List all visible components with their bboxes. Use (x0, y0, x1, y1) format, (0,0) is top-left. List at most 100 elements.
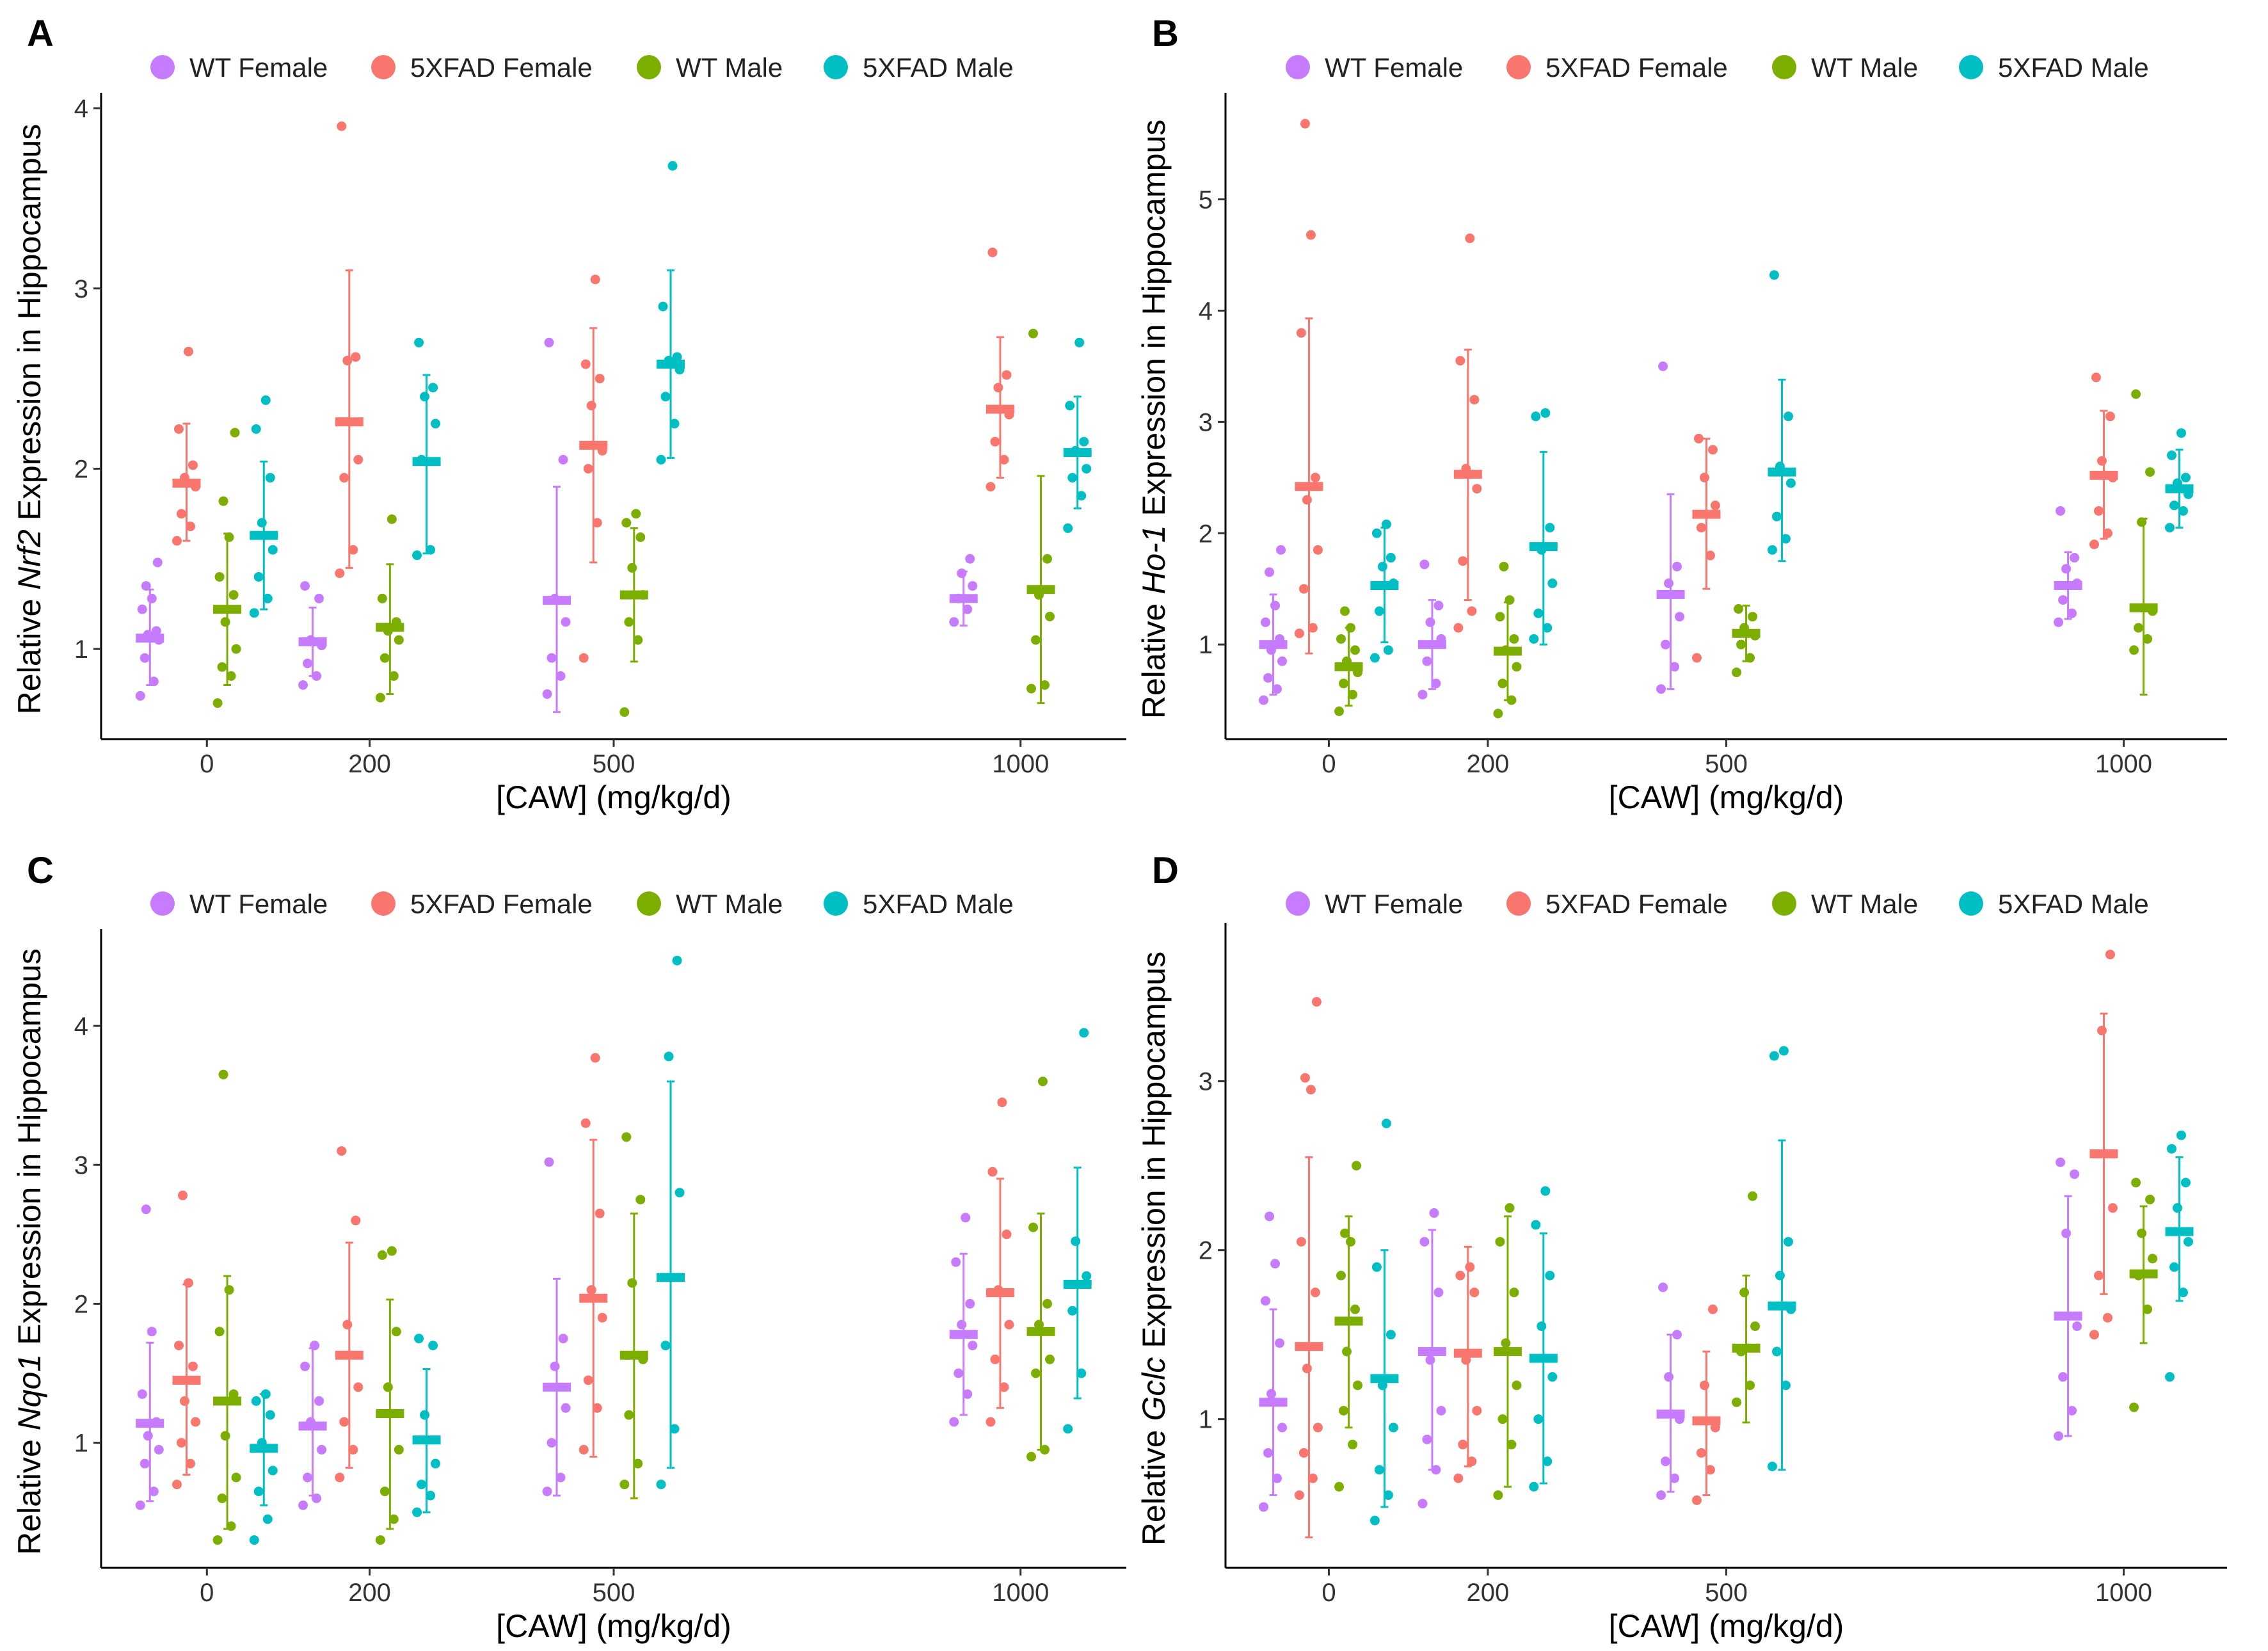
data-point (186, 1458, 195, 1469)
data-point (997, 1097, 1007, 1108)
series-wt-female (135, 1157, 978, 1510)
data-point (2072, 1321, 2082, 1331)
data-point (379, 653, 390, 663)
data-point (388, 1514, 399, 1524)
data-point (1734, 604, 1744, 614)
data-point (1506, 1439, 1517, 1449)
data-point (394, 635, 404, 645)
data-point (265, 1410, 275, 1420)
data-point (619, 1480, 630, 1490)
panel-A: A WT Female 5XFAD Female WT Male 5XFAD Male 1… (12, 13, 1126, 815)
data-point (1769, 270, 1779, 280)
data-point (2148, 1254, 2158, 1264)
data-point (949, 1417, 959, 1427)
x-tick-label: 500 (593, 1579, 635, 1607)
mean-bar (1295, 1342, 1323, 1352)
data-point (1542, 623, 1553, 633)
data-point (2176, 428, 2186, 438)
data-point (251, 1396, 261, 1406)
data-point (1705, 550, 1715, 561)
data-point (1469, 1288, 1480, 1298)
data-point (1433, 1288, 1444, 1298)
x-tick-label: 500 (593, 750, 635, 778)
data-point (1710, 500, 1720, 511)
data-point (2145, 1194, 2155, 1204)
data-point (1266, 1389, 1277, 1399)
data-point (1691, 653, 1702, 663)
legend-label: WT Female (1325, 52, 1463, 83)
legend-key (1959, 55, 1983, 79)
data-point (212, 698, 223, 708)
y-axis-title: Relative Ho-1 Expression in Hippocampus (1136, 120, 1172, 719)
data-point (141, 581, 151, 591)
data-point (148, 676, 159, 687)
data-point (1371, 1262, 1382, 1272)
data-point (1386, 553, 1396, 563)
data-point (586, 1285, 596, 1295)
mean-bar (986, 1288, 1014, 1298)
mean-bar (579, 1293, 608, 1303)
data-point (1458, 556, 1468, 566)
data-point (1082, 463, 1092, 474)
data-point (1276, 545, 1286, 555)
data-point (2180, 472, 2191, 483)
data-point (214, 1327, 225, 1337)
data-point (990, 1354, 1000, 1364)
mean-bar (579, 440, 608, 450)
data-point (1063, 1424, 1073, 1434)
data-point (597, 1312, 607, 1323)
data-point (303, 1472, 313, 1483)
x-tick-label: 500 (1705, 1579, 1748, 1607)
data-point (1739, 1288, 1750, 1298)
mean-bar (376, 623, 404, 632)
data-point (951, 1257, 961, 1267)
data-point (1371, 528, 1382, 538)
data-point (1745, 653, 1755, 663)
data-point (212, 1535, 223, 1545)
data-point (178, 1190, 188, 1200)
data-point (1732, 1397, 1742, 1407)
data-point (1661, 639, 1671, 650)
data-point (1422, 1434, 1432, 1444)
data-point (394, 1444, 404, 1455)
data-point (667, 161, 678, 171)
data-point (954, 1368, 964, 1378)
data-point (656, 454, 666, 465)
data-point (1336, 634, 1346, 644)
data-point (1370, 1515, 1380, 1526)
data-point (1540, 408, 1551, 418)
mean-bar (2054, 1311, 2082, 1321)
data-point (300, 1361, 310, 1371)
mean-bar (2089, 470, 2118, 480)
legend-label: 5XFAD Male (1998, 889, 2149, 919)
data-point (300, 581, 310, 591)
data-point (2105, 950, 2115, 960)
data-point (580, 1118, 591, 1128)
data-point (579, 653, 589, 663)
legend-key (150, 55, 175, 79)
mean-bar (1656, 589, 1685, 599)
data-point (1002, 370, 1012, 380)
y-axis-title-gene: Gclc (1136, 1357, 1172, 1421)
data-point (1537, 1321, 1547, 1331)
data-point (1045, 611, 1055, 621)
series-5xfad-male (1370, 1046, 2194, 1526)
data-point (1294, 1490, 1304, 1500)
y-tick-label: 1 (74, 635, 88, 664)
data-point (558, 1334, 568, 1344)
data-point (1658, 361, 1668, 371)
mean-bar (1259, 640, 1288, 650)
data-point (1775, 1270, 1785, 1280)
data-point (1783, 411, 1793, 422)
data-point (1004, 1320, 1014, 1330)
data-point (1512, 662, 1522, 672)
y-axis-title-gene: Ho-1 (1136, 525, 1172, 594)
data-point (1076, 491, 1087, 501)
data-point (1512, 1380, 1522, 1391)
data-point (152, 557, 163, 568)
data-point (1422, 656, 1432, 666)
data-point (2067, 608, 2077, 618)
y-tick-label: 4 (74, 95, 88, 123)
legend-key (824, 55, 848, 79)
data-point (1306, 1085, 1316, 1095)
